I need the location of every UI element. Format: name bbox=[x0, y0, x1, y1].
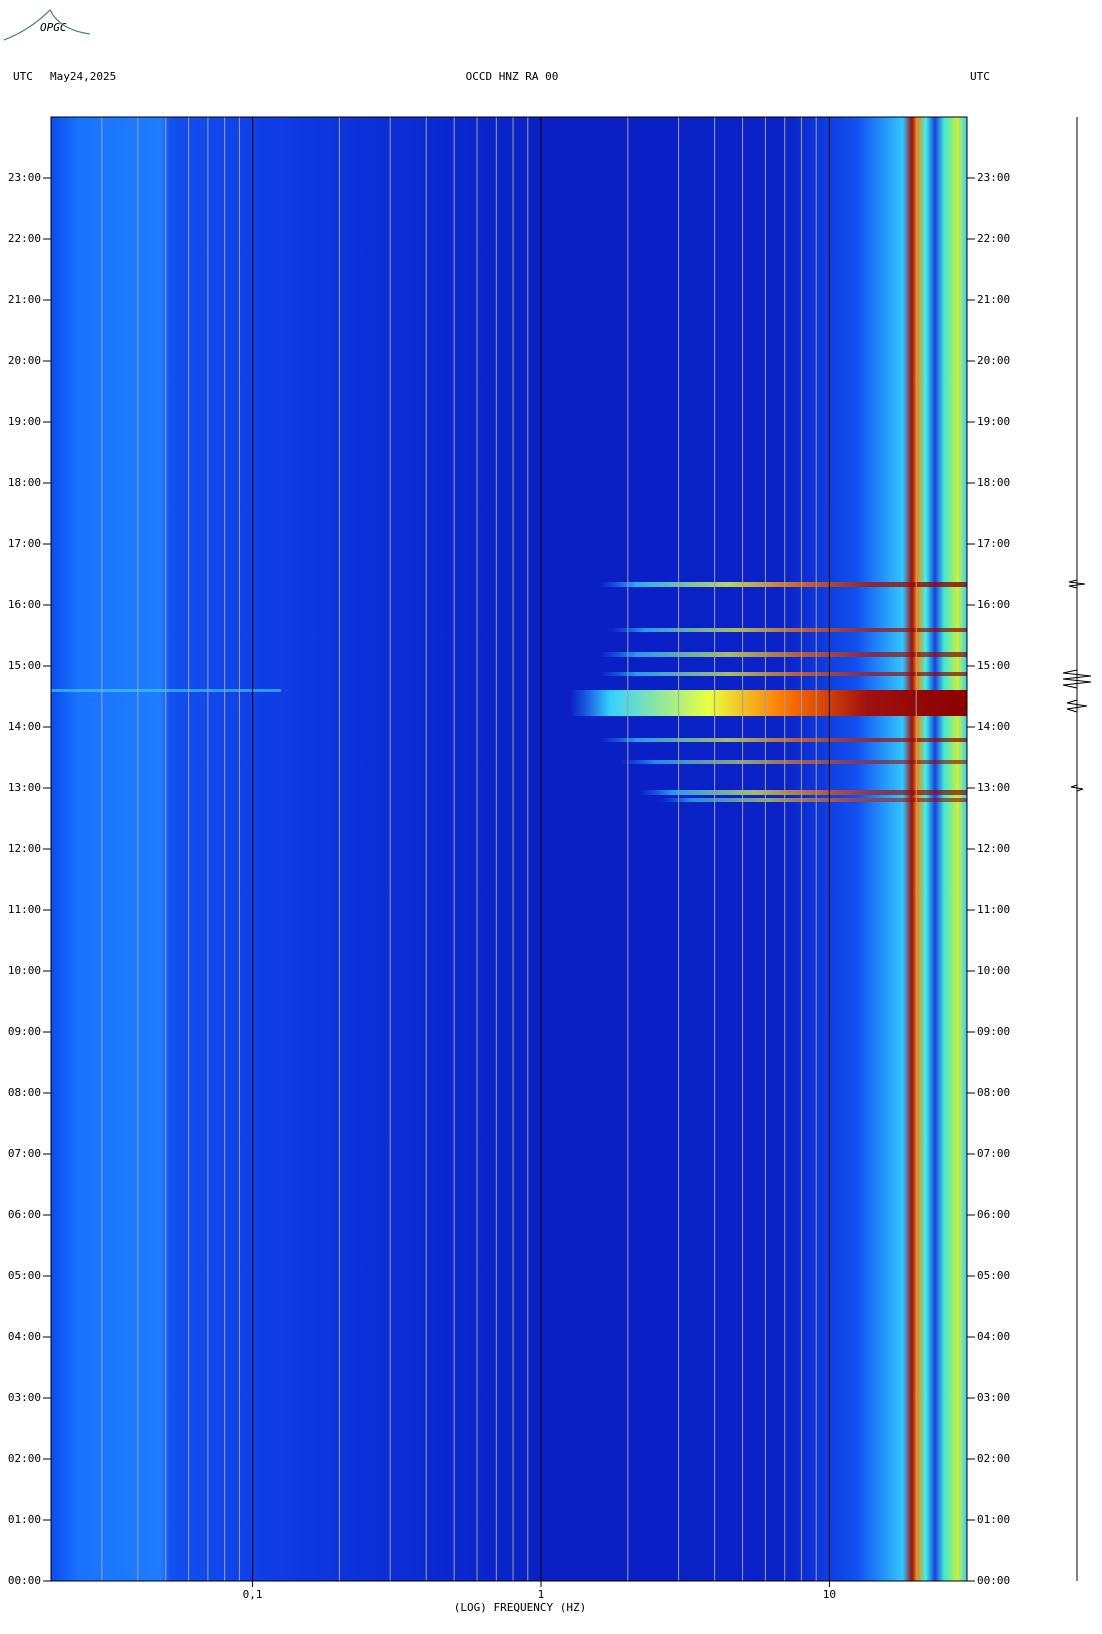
y-tick-label: 02:00 bbox=[8, 1452, 41, 1465]
y-tick-label: 13:00 bbox=[977, 781, 1010, 794]
y-tick-label: 12:00 bbox=[977, 842, 1010, 855]
y-tick-label: 12:00 bbox=[8, 842, 41, 855]
x-axis-label: (LOG) FREQUENCY (HZ) bbox=[454, 1601, 586, 1614]
y-tick-label: 10:00 bbox=[8, 964, 41, 977]
y-tick-label: 14:00 bbox=[8, 720, 41, 733]
y-tick-label: 18:00 bbox=[8, 476, 41, 489]
y-tick-label: 16:00 bbox=[977, 598, 1010, 611]
y-tick-label: 01:00 bbox=[977, 1513, 1010, 1526]
y-tick-label: 21:00 bbox=[977, 293, 1010, 306]
right-label: UTC bbox=[970, 70, 990, 83]
chart-title: OCCD HNZ RA 00 bbox=[466, 70, 559, 83]
event-band bbox=[600, 738, 967, 742]
event-band bbox=[600, 652, 967, 657]
event-band bbox=[570, 690, 967, 716]
y-tick-label: 19:00 bbox=[8, 415, 41, 428]
y-tick-label: 13:00 bbox=[8, 781, 41, 794]
y-tick-label: 09:00 bbox=[8, 1025, 41, 1038]
y-tick-label: 11:00 bbox=[977, 903, 1010, 916]
seismogram-burst bbox=[1062, 579, 1092, 792]
y-tick-label: 00:00 bbox=[977, 1574, 1010, 1587]
y-tick-label: 08:00 bbox=[977, 1086, 1010, 1099]
y-tick-label: 19:00 bbox=[977, 415, 1010, 428]
y-tick-label: 10:00 bbox=[977, 964, 1010, 977]
y-tick-label: 16:00 bbox=[8, 598, 41, 611]
event-band bbox=[660, 798, 967, 802]
event-band bbox=[600, 672, 967, 676]
y-tick-label: 05:00 bbox=[977, 1269, 1010, 1282]
y-tick-label: 04:00 bbox=[977, 1330, 1010, 1343]
y-tick-label: 18:00 bbox=[977, 476, 1010, 489]
y-tick-label: 11:00 bbox=[8, 903, 41, 916]
y-tick-label: 20:00 bbox=[8, 354, 41, 367]
y-tick-label: 07:00 bbox=[977, 1147, 1010, 1160]
logo-mark bbox=[3, 9, 91, 41]
y-tick-label: 09:00 bbox=[977, 1025, 1010, 1038]
logo: OPGC bbox=[40, 21, 67, 34]
y-tick-label: 22:00 bbox=[977, 232, 1010, 245]
y-tick-label: 07:00 bbox=[8, 1147, 41, 1160]
event-band bbox=[610, 628, 967, 632]
x-tick-label: 10 bbox=[823, 1588, 836, 1601]
y-tick-label: 20:00 bbox=[977, 354, 1010, 367]
y-tick-label: 15:00 bbox=[977, 659, 1010, 672]
seismogram bbox=[1062, 117, 1092, 1581]
event-band bbox=[620, 760, 967, 764]
y-tick-label: 01:00 bbox=[8, 1513, 41, 1526]
y-tick-label: 02:00 bbox=[977, 1452, 1010, 1465]
x-tick-label: 1 bbox=[538, 1588, 545, 1601]
y-tick-label: 08:00 bbox=[8, 1086, 41, 1099]
y-tick-label: 04:00 bbox=[8, 1330, 41, 1343]
y-tick-label: 17:00 bbox=[8, 537, 41, 550]
y-tick-label: 03:00 bbox=[977, 1391, 1010, 1404]
y-tick-label: 21:00 bbox=[8, 293, 41, 306]
date: May24,2025 bbox=[50, 70, 116, 83]
y-tick-label: 05:00 bbox=[8, 1269, 41, 1282]
y-tick-label: 06:00 bbox=[8, 1208, 41, 1221]
y-tick-label: 23:00 bbox=[977, 171, 1010, 184]
y-tick-label: 22:00 bbox=[8, 232, 41, 245]
event-band bbox=[640, 790, 967, 795]
y-tick-label: 06:00 bbox=[977, 1208, 1010, 1221]
event-band bbox=[600, 582, 967, 587]
y-tick-label: 15:00 bbox=[8, 659, 41, 672]
y-tick-label: 03:00 bbox=[8, 1391, 41, 1404]
y-tick-label: 14:00 bbox=[977, 720, 1010, 733]
left-label: UTC bbox=[13, 70, 33, 83]
y-tick-label: 23:00 bbox=[8, 171, 41, 184]
y-tick-label: 17:00 bbox=[977, 537, 1010, 550]
y-tick-label: 00:00 bbox=[8, 1574, 41, 1587]
x-tick-label: 0,1 bbox=[243, 1588, 263, 1601]
spectrogram bbox=[51, 117, 967, 1581]
